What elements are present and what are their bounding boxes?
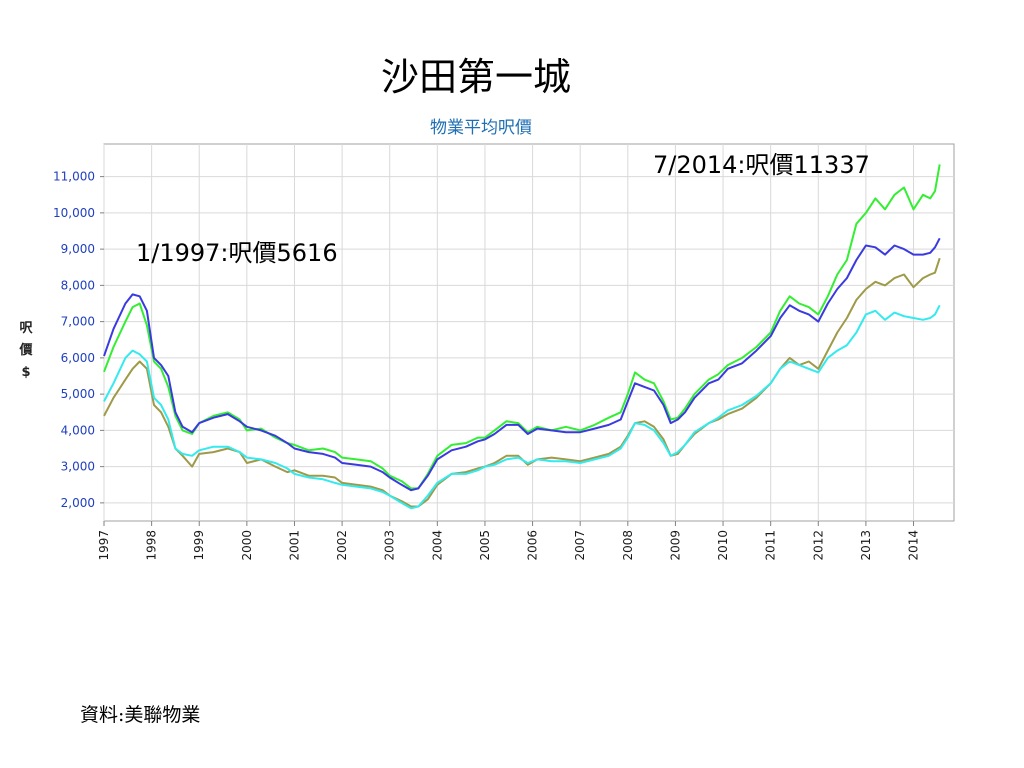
- x-tick-label: 2005: [478, 530, 492, 561]
- series-line-2: [103, 237, 941, 492]
- x-tick-label: 2009: [668, 530, 682, 561]
- chart-title: 物業平均呎價: [430, 118, 532, 138]
- x-tick-label: 2000: [240, 530, 254, 561]
- series-line-1: [103, 164, 941, 490]
- x-tick-label: 2006: [526, 530, 540, 561]
- y-tick-label: 10,000: [53, 206, 95, 220]
- y-tick-label: 4,000: [61, 423, 95, 437]
- y-tick-label: 8,000: [61, 278, 95, 292]
- y-tick-label: 6,000: [61, 351, 95, 365]
- y-tick-label: 11,000: [53, 170, 95, 184]
- x-tick-label: 2013: [859, 530, 873, 561]
- x-tick-label: 2014: [907, 530, 921, 561]
- x-tick-label: 2010: [716, 530, 730, 561]
- y-tick-label: 7,000: [61, 315, 95, 329]
- annotation-end-price: 7/2014:呎價11337: [653, 151, 870, 179]
- annotation-start-price: 1/1997:呎價5616: [136, 239, 338, 267]
- x-tick-label: 1998: [145, 530, 159, 561]
- series-line-4: [103, 304, 941, 510]
- x-tick-label: 2007: [573, 530, 587, 561]
- x-tick-label: 2001: [287, 530, 301, 561]
- y-tick-label: 2,000: [61, 496, 95, 510]
- plot-area: [103, 143, 955, 522]
- x-tick-label: 2008: [621, 530, 635, 561]
- y-tick-label: 9,000: [61, 242, 95, 256]
- source-note: 資料:美聯物業: [80, 704, 201, 726]
- y-tick-label: 3,000: [61, 460, 95, 474]
- y-axis: 2,000 3,000 4,000 5,000 6,000 7,000 8,000 9,000…: [53, 170, 104, 510]
- x-axis: 1997 1998 1999 2000 2001 2002 2003 2004 2005 2006…: [97, 521, 921, 561]
- series-line-3: [103, 257, 941, 508]
- y-tick-label: 5,000: [61, 387, 95, 401]
- x-tick-label: 2002: [335, 530, 349, 561]
- x-tick-label: 1999: [192, 530, 206, 561]
- y-axis-label: 呎價$: [18, 321, 33, 380]
- x-tick-label: 2012: [811, 530, 825, 561]
- slide-title: 沙田第一城: [380, 55, 571, 99]
- x-tick-label: 2003: [383, 530, 397, 561]
- series-layer: [103, 164, 941, 510]
- x-tick-label: 2011: [764, 530, 778, 561]
- x-tick-label: 2004: [430, 530, 444, 561]
- x-tick-label: 1997: [97, 530, 111, 561]
